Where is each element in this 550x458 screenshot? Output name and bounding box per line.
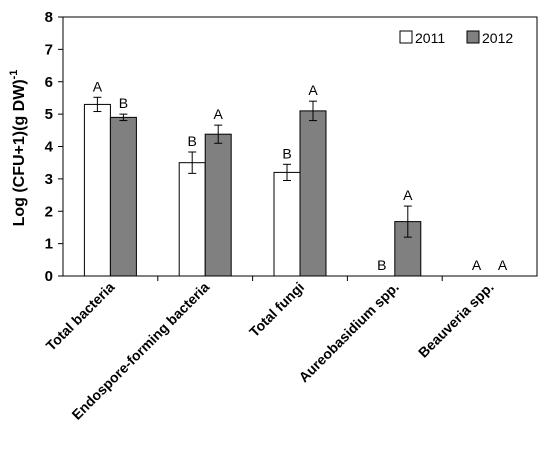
bar [299, 110, 327, 277]
y-tick-label: 7 [45, 41, 53, 58]
significance-letter: B [188, 133, 197, 149]
x-category-label: Total bacteria [43, 279, 118, 354]
significance-letter: A [498, 257, 508, 273]
y-tick-label: 3 [45, 171, 53, 188]
y-axis-title: Log (CFU+1)(g DW)-1 [8, 70, 28, 227]
significance-letter: A [308, 82, 318, 98]
significance-letter: B [282, 145, 291, 161]
legend-swatch [466, 30, 480, 44]
bar [109, 116, 137, 277]
significance-letter: B [119, 95, 128, 111]
x-category-label: Beauveria spp. [415, 279, 497, 361]
legend-label: 2012 [482, 30, 513, 46]
y-tick-label: 0 [45, 268, 53, 285]
y-axis-title-superscript: -1 [8, 70, 20, 80]
y-tick-label: 1 [45, 236, 53, 253]
x-category-label: Aureobasidium spp. [295, 279, 401, 385]
significance-letter: A [472, 257, 482, 273]
bar [204, 133, 232, 277]
bar [273, 171, 301, 277]
y-tick-label: 4 [45, 139, 54, 156]
y-tick-label: 6 [45, 74, 53, 91]
y-tick-label: 2 [45, 203, 53, 220]
x-category-label: Total fungi [246, 279, 307, 340]
bar [83, 103, 111, 277]
significance-letter: B [377, 257, 386, 273]
bar [178, 162, 206, 277]
significance-letter: A [93, 78, 103, 94]
legend-swatch [399, 30, 413, 44]
y-axis-title-text: Log (CFU+1)(g DW) [11, 79, 28, 226]
y-tick-label: 5 [45, 106, 53, 123]
legend: 2011 2012 [399, 30, 513, 46]
significance-letter: A [214, 106, 224, 122]
y-tick-label: 8 [45, 9, 53, 26]
legend-label: 2011 [415, 30, 445, 46]
significance-letter: A [403, 187, 413, 203]
svg-text:Log (CFU+1)(g DW)-1: Log (CFU+1)(g DW)-1 [8, 70, 28, 227]
